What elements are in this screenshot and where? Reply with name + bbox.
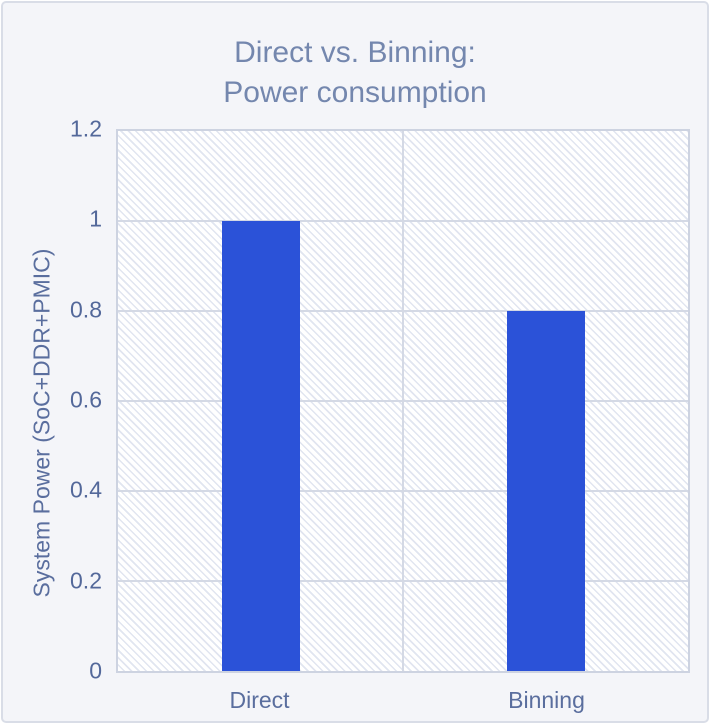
gridline-vertical xyxy=(402,131,404,671)
y-tick-label: 0.2 xyxy=(70,567,102,594)
y-tick-label: 1.2 xyxy=(70,115,102,142)
x-category-label-binning: Binning xyxy=(508,687,585,713)
bar-binning xyxy=(506,311,585,671)
chart-title-line2: Power consumption xyxy=(223,76,487,109)
y-tick-label: 0 xyxy=(89,657,102,684)
y-tick-label: 1 xyxy=(89,205,102,232)
y-tick-label: 0.4 xyxy=(70,476,102,503)
y-axis-ticks: 0 0.2 0.4 0.6 0.8 1 1.2 xyxy=(3,116,102,684)
y-tick-label: 0.8 xyxy=(70,296,102,323)
plot-area xyxy=(116,129,690,673)
chart-title-line1: Direct vs. Binning: xyxy=(234,36,476,69)
x-axis-labels: Direct Binning xyxy=(116,673,690,715)
x-category-label-direct: Direct xyxy=(229,687,290,713)
bar-direct xyxy=(221,221,300,671)
y-tick-label: 0.6 xyxy=(70,386,102,413)
chart-title: Direct vs. Binning: Power consumption xyxy=(3,33,707,113)
